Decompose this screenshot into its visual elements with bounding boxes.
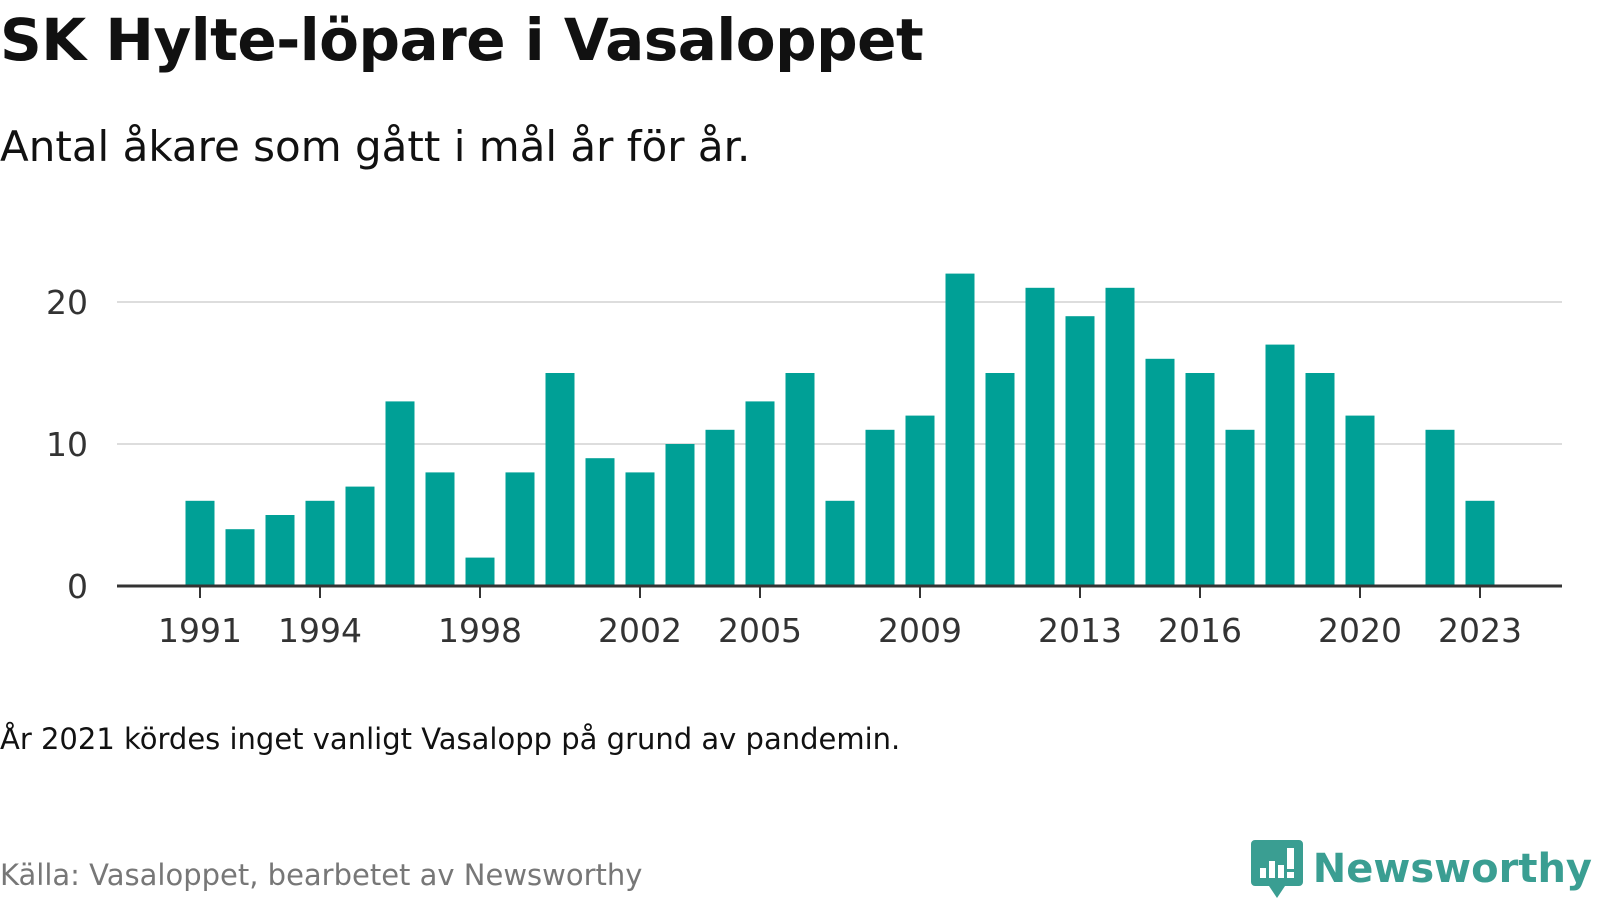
bar-2012 [1025, 287, 1055, 586]
bar-1997 [425, 472, 455, 586]
chart-subtitle: Antal åkare som gått i mål år för år. [0, 122, 751, 171]
bar-1995 [345, 486, 375, 586]
source-credit: Källa: Vasaloppet, bearbetet av Newswort… [0, 858, 643, 892]
bar-2011 [985, 373, 1015, 586]
x-tick-label-1994: 1994 [278, 611, 362, 650]
bar-2014 [1105, 287, 1135, 586]
bar-2006 [785, 373, 815, 586]
bar-1996 [385, 401, 415, 586]
x-tick-label-2002: 2002 [598, 611, 682, 650]
bar-2002 [625, 472, 655, 586]
x-tick-label-2013: 2013 [1038, 611, 1122, 650]
bar-2007 [825, 500, 855, 586]
x-tick-label-2016: 2016 [1158, 611, 1242, 650]
x-tick-label-2023: 2023 [1438, 611, 1522, 650]
brand-logo: Newsworthy [1250, 840, 1592, 898]
bar-1992 [225, 529, 255, 586]
bar-2022 [1425, 429, 1455, 586]
newsworthy-logo-icon [1250, 840, 1303, 898]
bar-1994 [305, 500, 335, 586]
bar-1991 [185, 500, 215, 586]
footnote: År 2021 kördes inget vanligt Vasalopp på… [0, 722, 901, 756]
bar-2001 [585, 458, 615, 586]
bar-2018 [1265, 344, 1295, 586]
chart-area: 0 10 20 1991 1994 1998 2002 2005 2009 2013 2016 202… [0, 260, 1600, 680]
x-tick-label-1998: 1998 [438, 611, 522, 650]
bar-2023 [1465, 500, 1495, 586]
x-tick-label-1991: 1991 [158, 611, 242, 650]
x-tick-label-2005: 2005 [718, 611, 802, 650]
x-tick-label-2009: 2009 [878, 611, 962, 650]
bar-2005 [745, 401, 775, 586]
x-tick-label-2020: 2020 [1318, 611, 1402, 650]
bar-1998 [465, 557, 495, 586]
bar-2019 [1305, 373, 1335, 586]
bar-2010 [945, 273, 975, 586]
bar-2003 [665, 444, 695, 586]
bar-2013 [1065, 316, 1095, 586]
brand-name: Newsworthy [1312, 846, 1592, 892]
y-tick-label-20: 20 [46, 283, 88, 322]
bar-2020 [1345, 415, 1375, 586]
bar-2000 [545, 373, 575, 586]
bar-2008 [865, 429, 895, 586]
y-tick-label-10: 10 [46, 425, 88, 464]
bar-1999 [505, 472, 535, 586]
bar-chart: 0 10 20 1991 1994 1998 2002 2005 2009 2013 2016 202… [46, 273, 1562, 650]
bar-2016 [1185, 373, 1215, 586]
bar-2009 [905, 415, 935, 586]
bar-1993 [265, 515, 295, 586]
bar-2004 [705, 429, 735, 586]
bar-2017 [1225, 429, 1255, 586]
bar-2015 [1145, 358, 1175, 586]
chart-title: SK Hylte-löpare i Vasaloppet [0, 6, 924, 74]
y-tick-label-0: 0 [67, 567, 88, 606]
